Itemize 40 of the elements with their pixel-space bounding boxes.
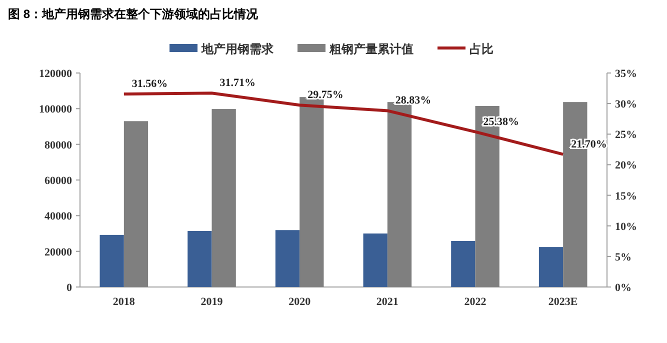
x-tick-label: 2019 xyxy=(200,296,224,308)
chart-title: 图 8：地产用钢需求在整个下游领域的占比情况 xyxy=(8,7,260,21)
y-tick-label: 80000 xyxy=(44,139,72,152)
bar xyxy=(387,102,412,287)
x-tick-label: 2018 xyxy=(112,296,136,308)
y2-tick-label: 35% xyxy=(615,68,637,80)
y-tick-label: 0 xyxy=(66,282,72,294)
bar xyxy=(275,230,300,287)
data-label: 31.71% xyxy=(220,77,256,90)
y2-tick-label: 20% xyxy=(615,160,637,172)
bar xyxy=(538,247,564,287)
line-series xyxy=(122,92,565,156)
x-tick-label: 2023E xyxy=(548,296,578,308)
legend-label: 粗钢产量累计值 xyxy=(328,42,414,56)
y-tick-label: 120000 xyxy=(39,68,72,80)
y-tick-label: 20000 xyxy=(44,246,72,258)
x-tick-label: 2021 xyxy=(376,296,398,308)
bar xyxy=(188,231,212,287)
y2-tick-label: 15% xyxy=(615,190,637,202)
y2-tick-label: 25% xyxy=(615,129,637,142)
data-label: 31.56% xyxy=(132,78,168,90)
bar xyxy=(363,234,388,287)
y-tick-label: 40000 xyxy=(44,210,72,223)
y2-tick-label: 30% xyxy=(615,98,637,111)
legend-label: 占比 xyxy=(470,42,494,56)
data-label: 29.75% xyxy=(308,89,344,102)
x-tick-label: 2022 xyxy=(464,296,487,308)
data-label: 28.83% xyxy=(395,94,432,107)
y2-tick-label: 10% xyxy=(615,220,637,233)
bar xyxy=(451,240,476,287)
bar xyxy=(212,109,236,287)
bar xyxy=(100,234,124,287)
y-tick-label: 60000 xyxy=(44,175,72,187)
bar xyxy=(124,121,148,287)
bar xyxy=(300,97,324,287)
y2-tick-label: 5% xyxy=(615,251,632,264)
legend-label: 地产用钢需求 xyxy=(200,42,274,56)
y-tick-label: 100000 xyxy=(39,104,72,116)
x-tick-label: 2020 xyxy=(288,296,312,308)
y2-tick-label: 0% xyxy=(615,282,632,294)
